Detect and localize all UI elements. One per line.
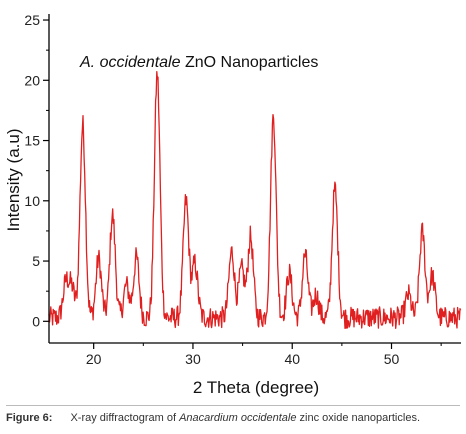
caption-text-before: X-ray diffractogram of — [70, 412, 180, 424]
x-tick-label: 50 — [384, 351, 400, 367]
caption-divider — [6, 405, 460, 406]
y-tick-label: 20 — [24, 72, 40, 88]
y-axis-title: Intensity (a.u) — [4, 129, 23, 232]
axes — [48, 14, 461, 344]
figure-caption: Figure 6: X-ray diffractogram of Anacardi… — [6, 412, 462, 424]
y-tick-label: 10 — [24, 193, 40, 209]
y-tick-label: 15 — [24, 133, 40, 149]
xrd-series-line — [48, 71, 462, 329]
x-tick-label: 20 — [86, 351, 102, 367]
x-tick-label: 30 — [185, 351, 201, 367]
caption-label: Figure 6: — [6, 412, 53, 424]
y-tick-label: 25 — [24, 12, 40, 28]
annotation-plain: ZnO Nanoparticles — [181, 54, 319, 71]
caption-text-after: zinc oxide nanoparticles. — [296, 412, 420, 424]
plot-area — [48, 71, 462, 329]
xrd-chart: 20 30 40 50 0 5 10 15 20 25 A. occidentale ZnO Na… — [4, 12, 462, 397]
tick-group: 20 30 40 50 0 5 10 15 20 25 — [24, 12, 442, 367]
caption-italic: Anacardium occidentale — [179, 412, 297, 424]
x-axis-title: 2 Theta (degree) — [193, 378, 319, 397]
x-tick-label: 40 — [284, 351, 300, 367]
y-tick-label: 0 — [32, 313, 40, 329]
annotation-italic: A. occidentale — [79, 54, 181, 71]
y-tick-label: 5 — [32, 253, 40, 269]
chart-annotation: A. occidentale ZnO Nanoparticles — [79, 54, 318, 71]
